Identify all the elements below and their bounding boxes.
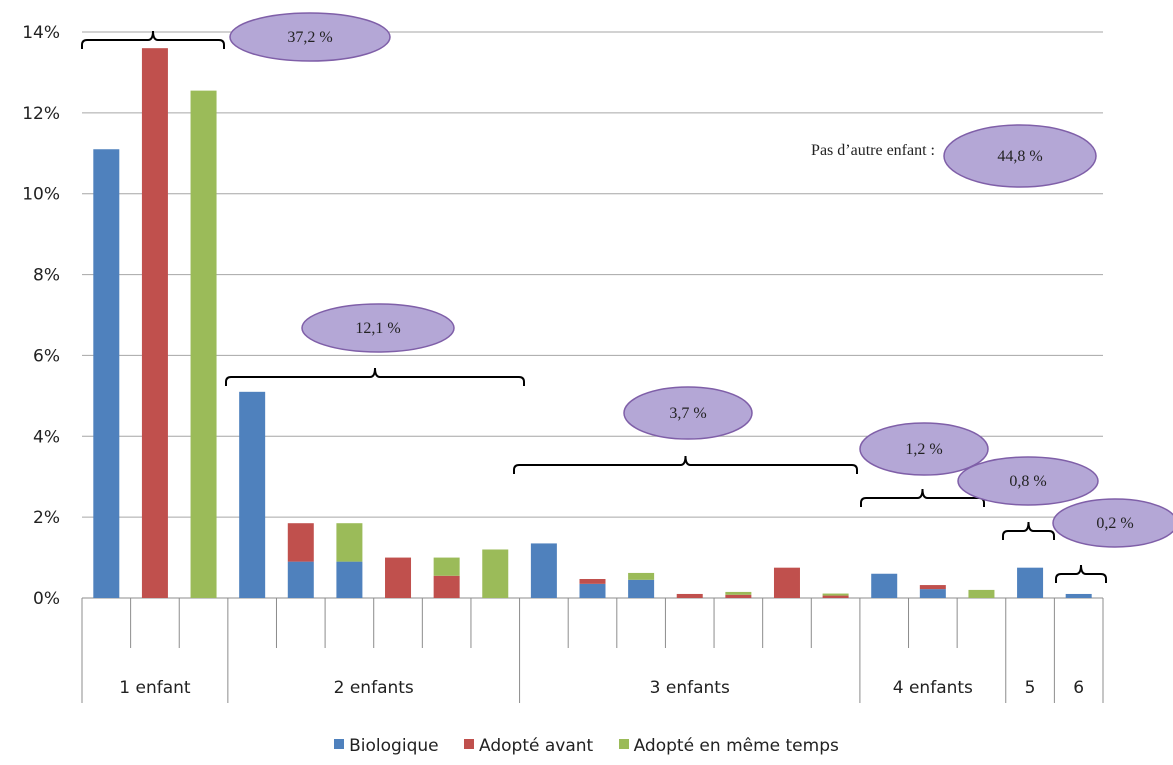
x-group-label: 3 enfants bbox=[650, 678, 730, 698]
annotation-label: 0,8 % bbox=[1009, 473, 1046, 490]
legend-item: Biologique bbox=[334, 736, 439, 756]
gridlines bbox=[82, 31, 1103, 599]
y-tick-label: 2% bbox=[33, 508, 60, 528]
bar-adopte-avant bbox=[676, 593, 703, 598]
y-tick-label: 0% bbox=[33, 589, 60, 609]
bar-adopte-en-meme-temps bbox=[725, 591, 752, 595]
bar-adopte-avant bbox=[385, 557, 412, 598]
bar-adopte-avant bbox=[433, 575, 460, 598]
y-tick-label: 4% bbox=[33, 427, 60, 447]
y-tick-label: 10% bbox=[22, 185, 60, 205]
bar-biologique bbox=[919, 589, 946, 598]
annotation-brace bbox=[1002, 521, 1055, 540]
note-value: 44,8 % bbox=[997, 148, 1042, 165]
annotations: 37,2 % 12,1 % 3,7 % 1,2 % 0,8 % 0,2 % bbox=[81, 12, 1173, 583]
bar-biologique bbox=[336, 561, 363, 598]
annotation-bubble bbox=[229, 12, 391, 62]
legend-label: Biologique bbox=[349, 736, 439, 756]
bar-biologique bbox=[239, 391, 266, 598]
bar-biologique bbox=[871, 573, 898, 598]
legend-item: Adopté en même temps bbox=[618, 736, 839, 756]
legend-label: Adopté avant bbox=[479, 736, 594, 756]
note-bubble bbox=[943, 124, 1097, 188]
bars bbox=[93, 48, 1092, 598]
bar-adopte-avant bbox=[141, 48, 168, 598]
legend-swatch-adopte-en-meme-temps bbox=[618, 739, 629, 749]
annotation-bubble bbox=[623, 386, 753, 440]
legend-swatch-adopte-avant bbox=[464, 739, 474, 749]
bar-biologique bbox=[287, 561, 314, 598]
bar-adopte-avant bbox=[725, 594, 752, 598]
bar-adopte-en-meme-temps bbox=[482, 549, 509, 598]
legend-label: Adopté en même temps bbox=[633, 736, 839, 756]
annotation-brace bbox=[81, 30, 225, 49]
y-tick-label: 6% bbox=[33, 346, 60, 366]
bar-biologique bbox=[1065, 593, 1092, 598]
bar-biologique bbox=[628, 579, 655, 598]
annotation-bubble bbox=[301, 303, 455, 353]
x-group-label: 2 enfants bbox=[334, 678, 414, 698]
annotation-label: 3,7 % bbox=[669, 405, 706, 422]
annotation-brace bbox=[513, 455, 858, 474]
annotation-label: 12,1 % bbox=[355, 320, 400, 337]
bar-adopte-en-meme-temps bbox=[433, 557, 460, 576]
legend: Biologique Adopté avant Adopté en même t… bbox=[0, 736, 1173, 756]
annotation-label: 1,2 % bbox=[905, 441, 942, 458]
x-group-label: 1 enfant bbox=[119, 678, 191, 698]
x-axis: 1 enfant 2 enfants 3 enfants 4 enfants 5 6 bbox=[81, 598, 1104, 703]
legend-item: Adopté avant bbox=[464, 736, 593, 756]
bar-adopte-en-meme-temps bbox=[190, 90, 217, 598]
bar-adopte-en-meme-temps bbox=[822, 593, 849, 596]
annotation-bubble bbox=[957, 456, 1099, 506]
bar-adopte-avant bbox=[579, 578, 606, 584]
bar-adopte-avant bbox=[287, 523, 314, 562]
bar-adopte-avant bbox=[919, 585, 946, 590]
x-group-label: 4 enfants bbox=[893, 678, 973, 698]
annotation-label: 37,2 % bbox=[287, 29, 332, 46]
annotation-bubble bbox=[859, 422, 989, 476]
note-label: Pas d’autre enfant : bbox=[811, 142, 935, 159]
note: Pas d’autre enfant : 44,8 % bbox=[811, 124, 1097, 188]
y-tick-label: 14% bbox=[22, 23, 60, 43]
bar-adopte-en-meme-temps bbox=[968, 589, 995, 598]
annotation-label: 0,2 % bbox=[1096, 515, 1133, 532]
bar-biologique bbox=[1017, 567, 1044, 598]
bar-adopte-en-meme-temps bbox=[336, 523, 363, 562]
x-group-label: 5 bbox=[1025, 678, 1036, 698]
legend-swatch-biologique bbox=[334, 739, 345, 749]
bar-biologique bbox=[579, 583, 606, 598]
x-group-label: 6 bbox=[1073, 678, 1084, 698]
bar-adopte-avant bbox=[773, 567, 800, 598]
annotation-bubble bbox=[1052, 498, 1173, 548]
annotation-brace bbox=[1055, 564, 1107, 583]
bar-biologique bbox=[530, 543, 557, 598]
bar-adopte-avant bbox=[822, 595, 849, 598]
bar-biologique bbox=[93, 149, 120, 598]
annotation-brace bbox=[225, 367, 525, 386]
y-tick-label: 8% bbox=[33, 266, 60, 286]
y-tick-label: 12% bbox=[22, 104, 60, 124]
y-axis-ticks: 0% 2% 4% 6% 8% 10% 12% 14% bbox=[22, 23, 60, 609]
bar-adopte-en-meme-temps bbox=[628, 572, 655, 580]
